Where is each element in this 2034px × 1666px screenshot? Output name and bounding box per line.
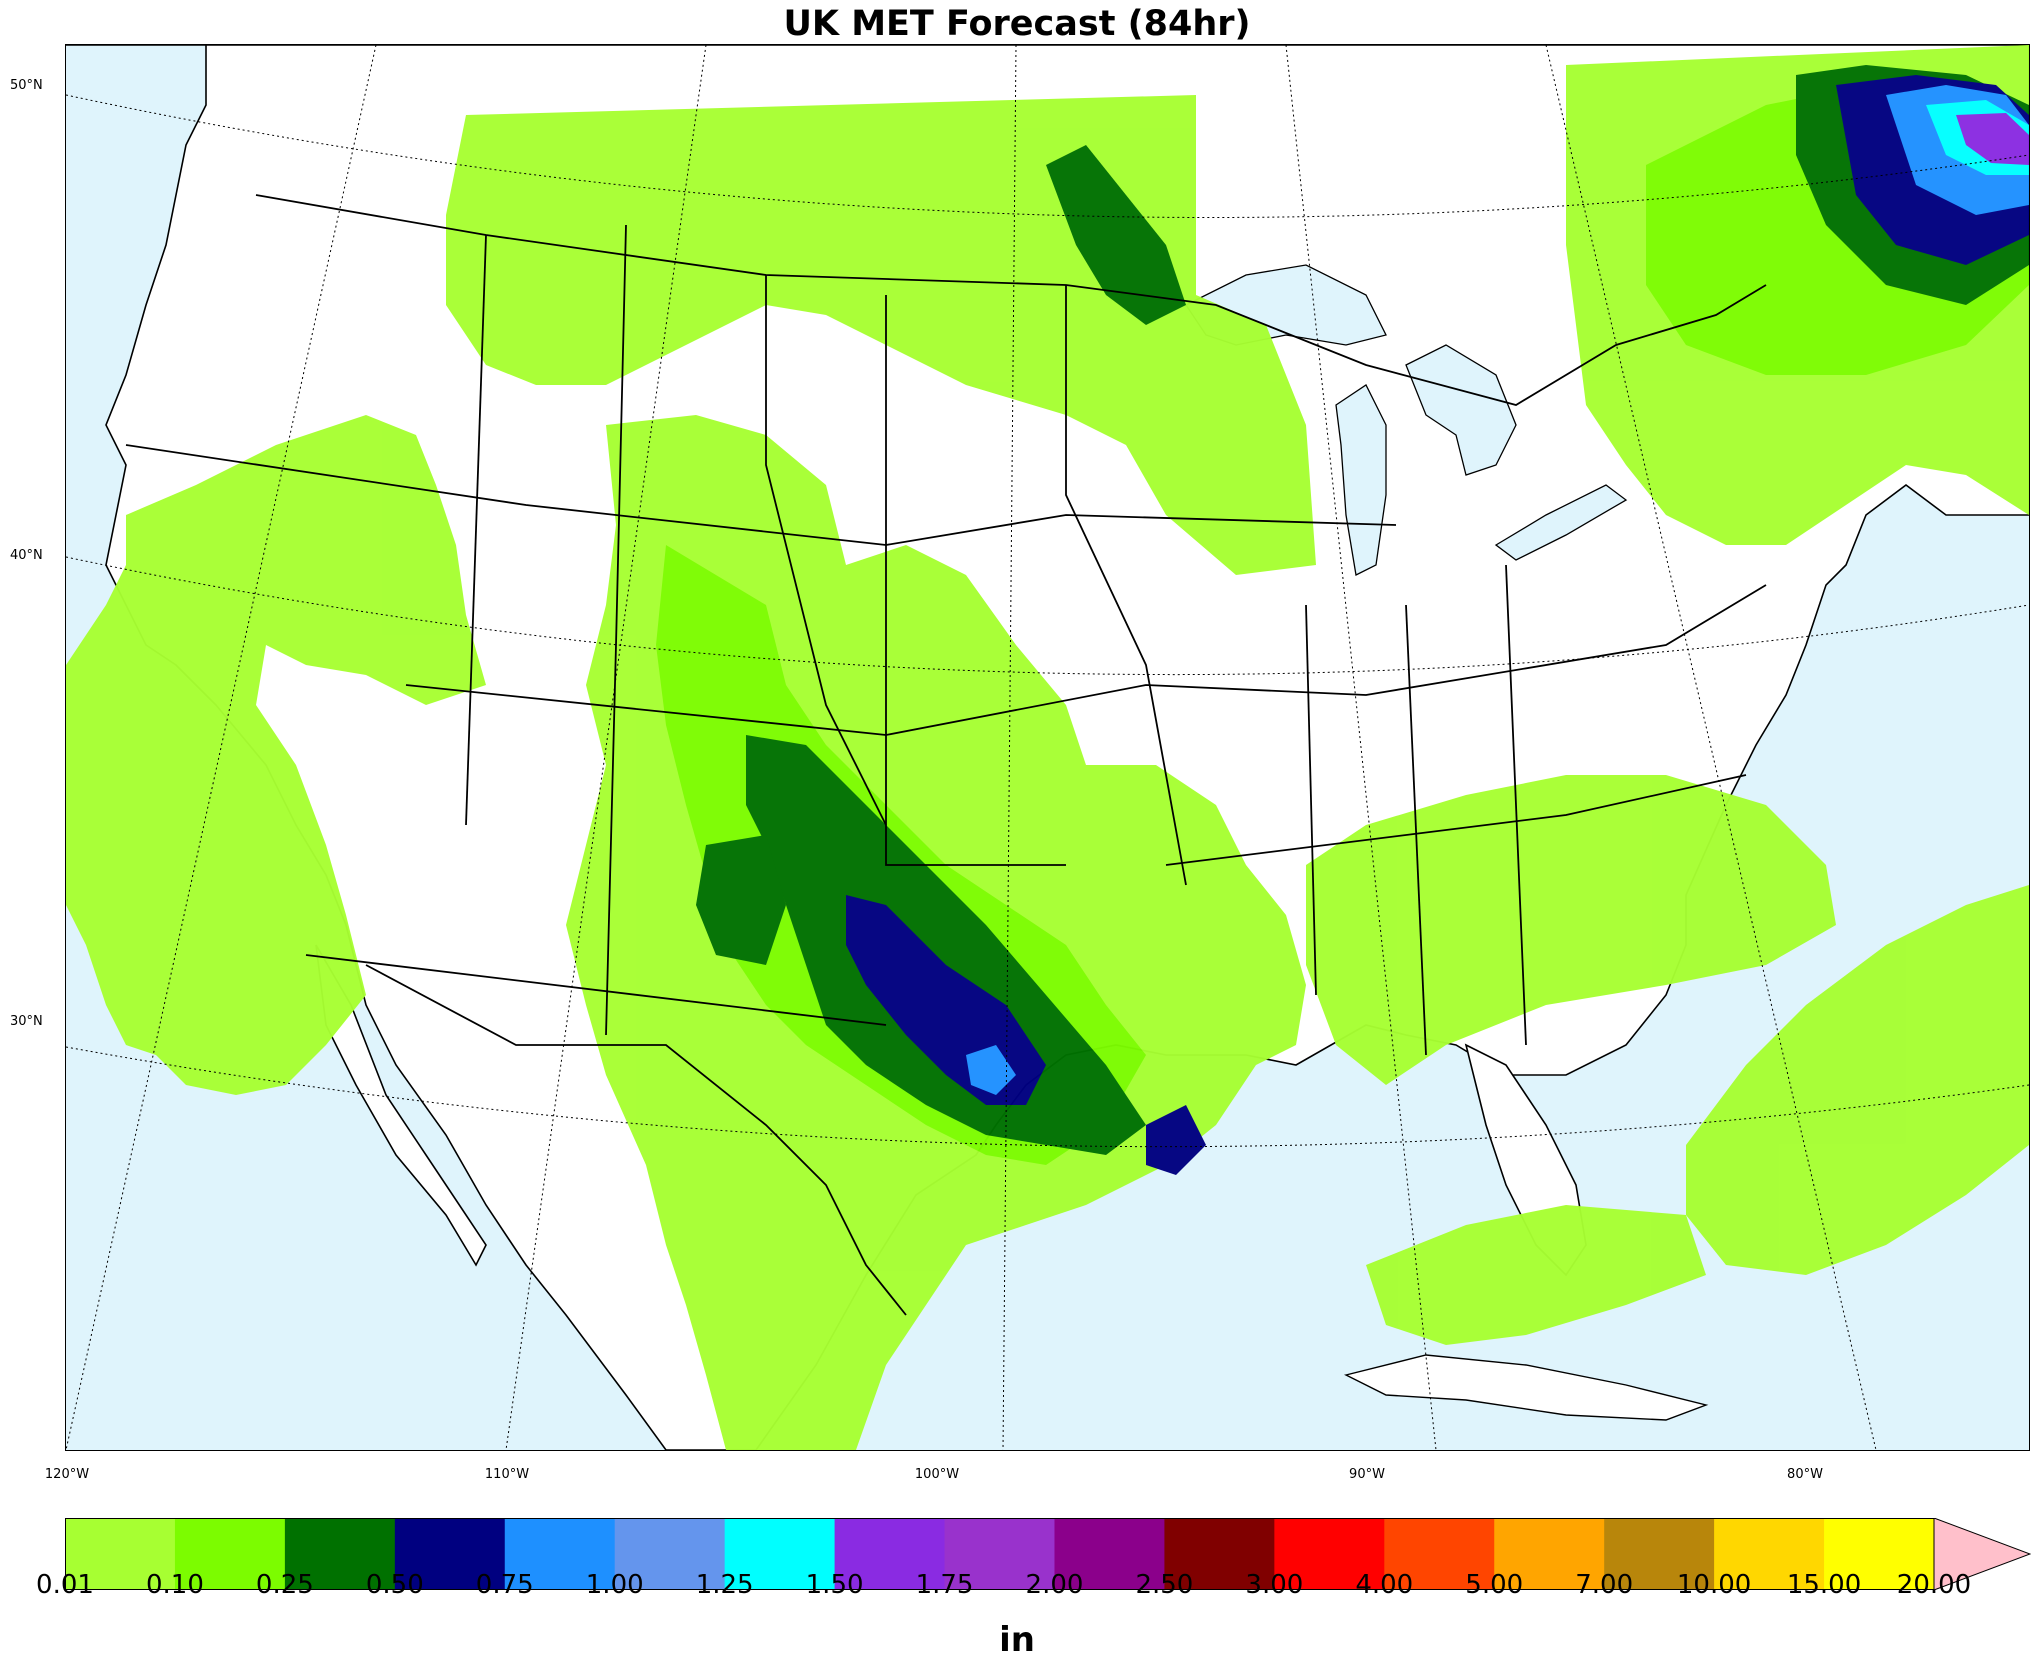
colorbar-tick-12: 4.00 bbox=[1355, 1570, 1414, 1600]
lon-label-100w: 100°W bbox=[914, 1467, 960, 1482]
graticule-lon-80 bbox=[1545, 45, 1877, 1450]
precip-area-gulfcoast-core bbox=[1146, 1105, 1206, 1175]
precip-area-gulf bbox=[1366, 1205, 1706, 1345]
colorbar-swatch-12 bbox=[1384, 1518, 1495, 1590]
border-state-12 bbox=[1505, 564, 1527, 1046]
lon-label-80w: 80°W bbox=[1787, 1467, 1823, 1482]
precip-contours bbox=[66, 45, 2029, 1450]
colorbar-tick-17: 20.00 bbox=[1896, 1570, 1972, 1600]
border-state-6 bbox=[125, 444, 1397, 546]
precipitation-map[interactable] bbox=[65, 44, 2030, 1451]
colorbar-tick-7: 1.50 bbox=[805, 1570, 864, 1600]
colorbar-swatch-2 bbox=[284, 1518, 396, 1590]
border-state-1 bbox=[465, 234, 487, 826]
border-state-8 bbox=[305, 954, 887, 1026]
political-borders bbox=[125, 194, 1767, 1316]
graticule-lon-90 bbox=[1285, 45, 1437, 1450]
lon-label-120w: 120°W bbox=[44, 1467, 90, 1482]
colorbar-tick-3: 0.50 bbox=[365, 1570, 424, 1600]
colorbar-swatch-1 bbox=[174, 1518, 286, 1590]
map-canvas bbox=[66, 45, 2029, 1450]
border-state-11 bbox=[1405, 604, 1427, 1056]
colorbar-swatch-7 bbox=[834, 1518, 946, 1590]
colorbar-swatch-11 bbox=[1274, 1518, 1385, 1590]
colorbar-swatch-13 bbox=[1494, 1518, 1605, 1590]
graticule-lon-100 bbox=[1002, 45, 1017, 1450]
lake-huron bbox=[1405, 344, 1517, 476]
precip-area-west bbox=[66, 415, 486, 1095]
border-state-10 bbox=[1305, 604, 1317, 996]
colorbar bbox=[65, 1518, 2031, 1590]
precip-area-nm-ring bbox=[696, 835, 786, 965]
lat-label-50: 50°N bbox=[10, 78, 43, 93]
precip-area-superior-heavy bbox=[1046, 145, 1186, 325]
colorbar-swatch-14 bbox=[1604, 1518, 1715, 1590]
colorbar-outline bbox=[65, 1518, 1935, 1590]
colorbar-tick-0: 0.01 bbox=[36, 1570, 94, 1600]
colorbar-swatch-8 bbox=[944, 1518, 1055, 1590]
colorbar-swatch-4 bbox=[504, 1518, 616, 1590]
border-state-4 bbox=[885, 295, 1066, 866]
colorbar-swatch-0 bbox=[65, 1518, 176, 1590]
graticule bbox=[66, 45, 2029, 1450]
map-title: UK MET Forecast (84hr) bbox=[783, 4, 1251, 44]
border-state-3 bbox=[765, 275, 887, 826]
lon-label-110w: 110°W bbox=[484, 1467, 530, 1482]
colorbar-tick-8: 1.75 bbox=[915, 1570, 974, 1600]
border-state-7 bbox=[405, 584, 1767, 736]
colorbar-tick-6: 1.25 bbox=[695, 1570, 754, 1600]
colorbar-tick-10: 2.50 bbox=[1135, 1570, 1194, 1600]
colorbar-tick-13: 5.00 bbox=[1465, 1570, 1524, 1600]
colorbar-swatch-10 bbox=[1164, 1518, 1275, 1590]
colorbar-tick-4: 0.75 bbox=[475, 1570, 534, 1600]
precip-area-texas-blue bbox=[966, 1045, 1016, 1095]
border-state-2 bbox=[605, 224, 627, 1036]
colorbar-tick-9: 2.00 bbox=[1025, 1570, 1084, 1600]
graticule-lat-30 bbox=[66, 1046, 2029, 1148]
lat-label-40: 40°N bbox=[10, 548, 43, 563]
colorbar-tick-2: 0.25 bbox=[255, 1570, 314, 1600]
border-state-9 bbox=[1165, 774, 1747, 866]
border-state-5 bbox=[1065, 285, 1187, 886]
colorbar-tick-16: 15.00 bbox=[1786, 1570, 1862, 1600]
lat-label-30: 30°N bbox=[10, 1014, 43, 1029]
land-baja bbox=[315, 944, 487, 1267]
precip-area-southeast bbox=[1306, 775, 1836, 1085]
colorbar-tick-14: 7.00 bbox=[1575, 1570, 1634, 1600]
precip-area-texas-heavy bbox=[746, 735, 1146, 1155]
colorbar-swatch-15 bbox=[1714, 1518, 1825, 1590]
colorbar-swatch-3 bbox=[394, 1518, 506, 1590]
colorbar-tick-5: 1.00 bbox=[585, 1570, 644, 1600]
colorbar-swatch-16 bbox=[1824, 1518, 1935, 1590]
colorbar-swatch-6 bbox=[724, 1518, 836, 1590]
precip-area-atlantic bbox=[1686, 885, 2029, 1275]
colorbar-units: in bbox=[999, 1620, 1035, 1660]
graticule-lon-110 bbox=[505, 45, 707, 1450]
lake-erie bbox=[1494, 484, 1628, 561]
colorbar-tick-1: 0.10 bbox=[145, 1570, 204, 1600]
colorbar-tick-11: 3.00 bbox=[1245, 1570, 1304, 1600]
colorbar-tick-15: 10.00 bbox=[1676, 1570, 1752, 1600]
precip-area-quebec-purple bbox=[1956, 113, 2029, 165]
colorbar-swatch-5 bbox=[614, 1518, 726, 1590]
colorbar-swatch-9 bbox=[1054, 1518, 1165, 1590]
border-us-mexico bbox=[365, 964, 907, 1316]
lon-label-90w: 90°W bbox=[1349, 1467, 1385, 1482]
land-cuba bbox=[1343, 1354, 1709, 1421]
lake-michigan bbox=[1335, 384, 1387, 576]
